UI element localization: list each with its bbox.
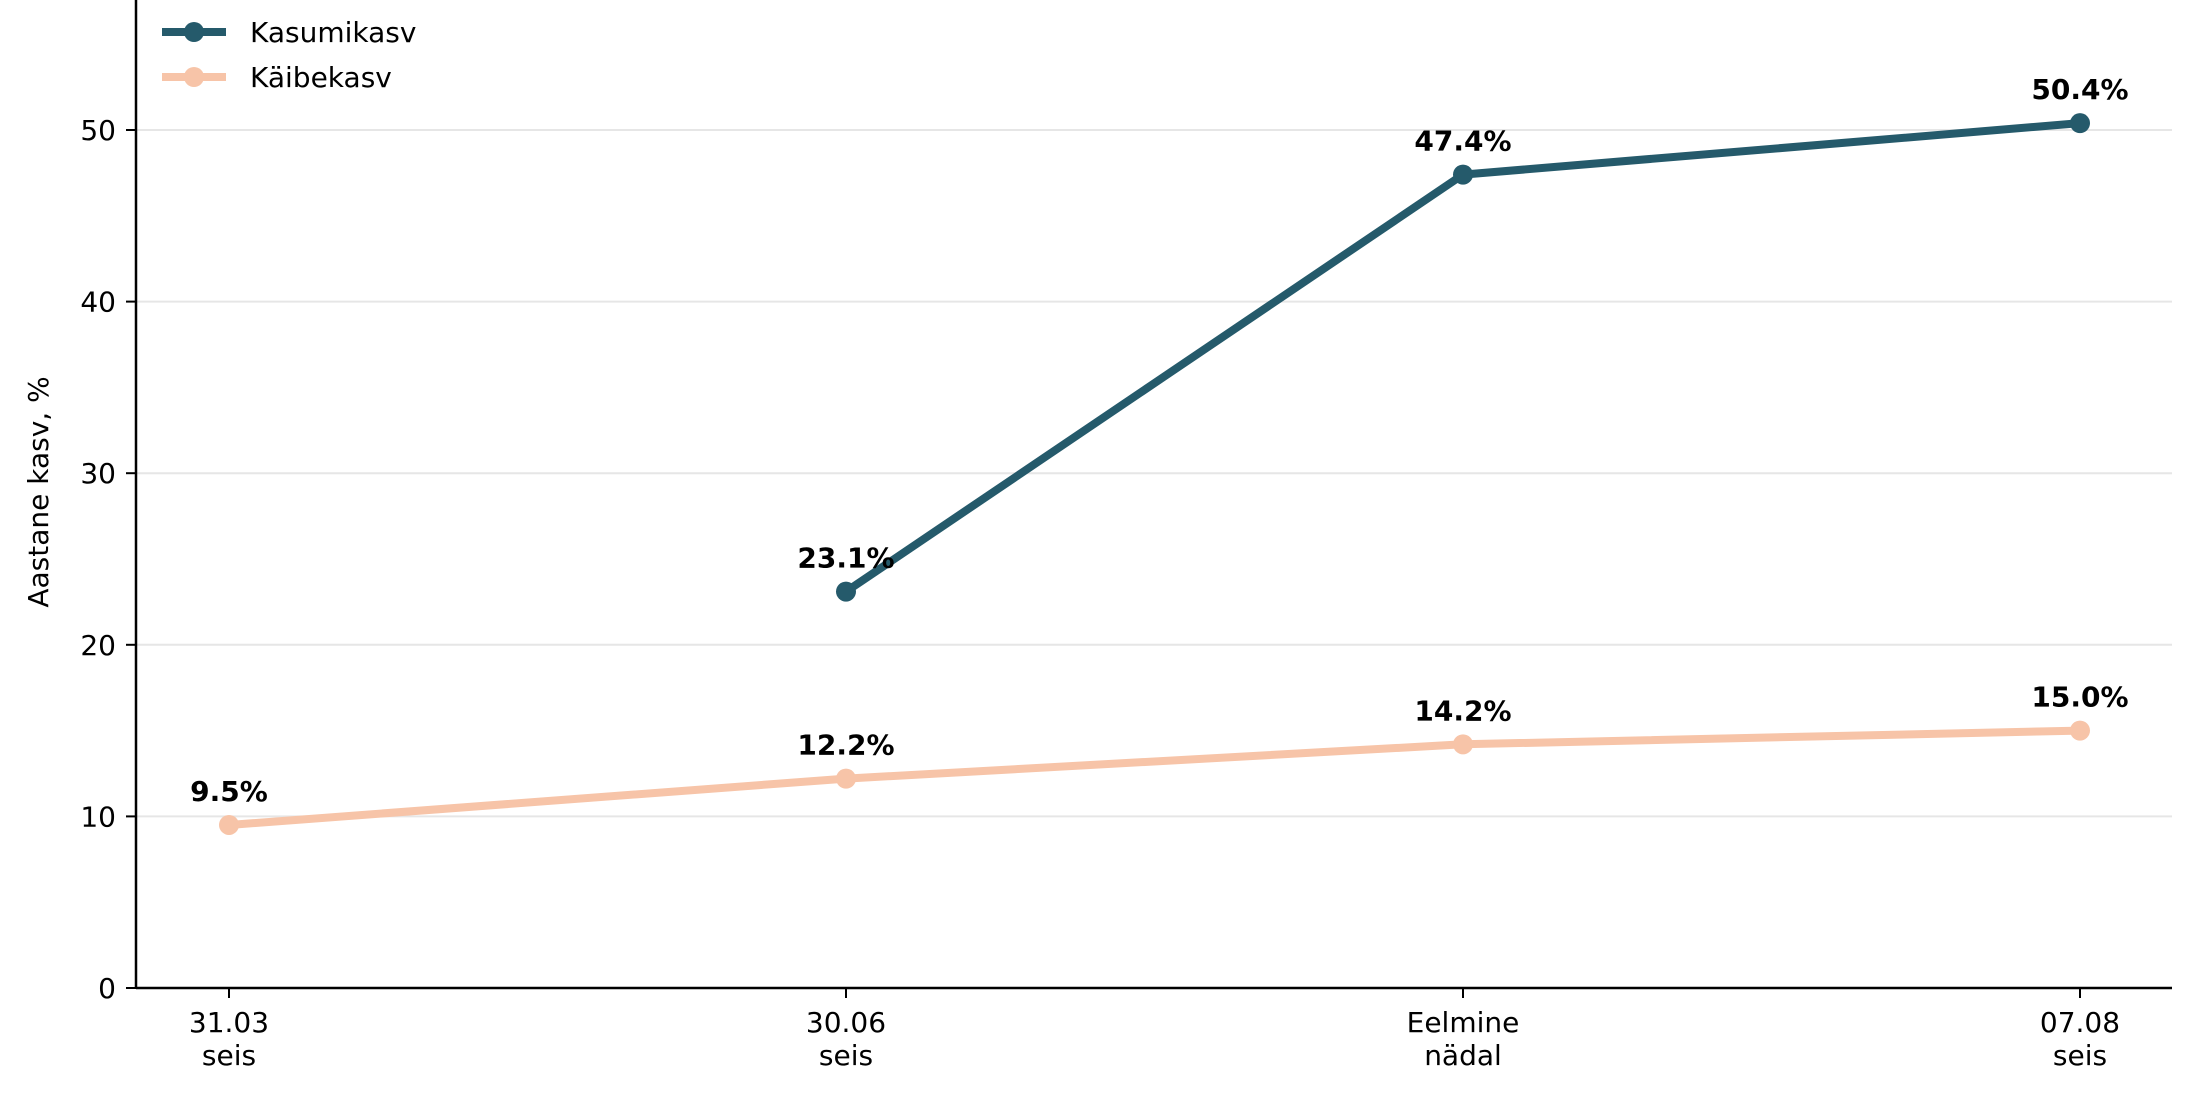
y-tick-label: 40 <box>80 286 116 319</box>
data-point <box>1453 164 1473 185</box>
data-label: 9.5% <box>190 775 268 808</box>
data-point <box>2070 720 2090 741</box>
x-tick-label-line: 07.08 <box>2040 1006 2120 1039</box>
x-tick-label-line: 30.06 <box>806 1006 886 1039</box>
y-tick-label: 20 <box>80 629 116 662</box>
data-point <box>2070 113 2090 134</box>
legend-label: Kasumikasv <box>250 16 416 49</box>
y-axis-title: Aastane kasv, % <box>22 376 55 607</box>
data-label: 12.2% <box>797 729 894 762</box>
x-tick-label: Eelmine nädal <box>1407 1006 1520 1072</box>
gridlines <box>136 129 2172 818</box>
data-label: 47.4% <box>1414 125 1511 158</box>
data-point <box>836 581 856 602</box>
y-tick-label: 0 <box>98 972 116 1005</box>
y-tick-label: 50 <box>80 114 116 147</box>
x-tick-label-line: seis <box>819 1039 873 1072</box>
data-point <box>219 814 239 835</box>
x-tick-label: 30.06 seis <box>806 1006 886 1072</box>
legend: Kasumikasv Käibekasv <box>162 16 416 94</box>
data-label: 15.0% <box>2031 681 2128 714</box>
x-tick-label: 31.03 seis <box>189 1006 269 1072</box>
data-point <box>836 768 856 789</box>
x-tick-label: 07.08 seis <box>2040 1006 2120 1072</box>
series-line <box>225 726 2084 829</box>
x-tick-label-line: nädal <box>1424 1039 1502 1072</box>
x-tick-label-line: seis <box>2053 1039 2107 1072</box>
legend-marker <box>184 22 204 42</box>
y-tick-label: 10 <box>80 800 116 833</box>
data-label: 23.1% <box>797 542 894 575</box>
series-line <box>842 119 2084 596</box>
data-label: 50.4% <box>2031 73 2128 106</box>
legend-marker <box>184 67 204 87</box>
data-point <box>1453 734 1473 755</box>
data-label: 14.2% <box>1414 694 1511 727</box>
y-tick-label: 30 <box>80 457 116 490</box>
x-tick-label-line: seis <box>202 1039 256 1072</box>
legend-label: Käibekasv <box>250 61 392 94</box>
x-tick-label-line: 31.03 <box>189 1006 269 1039</box>
data-labels: 23.1% 47.4% 50.4% 9.5% 12.2% 14.2% 15.0% <box>190 73 2128 808</box>
series <box>219 113 2090 835</box>
x-tick-label-line: Eelmine <box>1407 1006 1520 1039</box>
